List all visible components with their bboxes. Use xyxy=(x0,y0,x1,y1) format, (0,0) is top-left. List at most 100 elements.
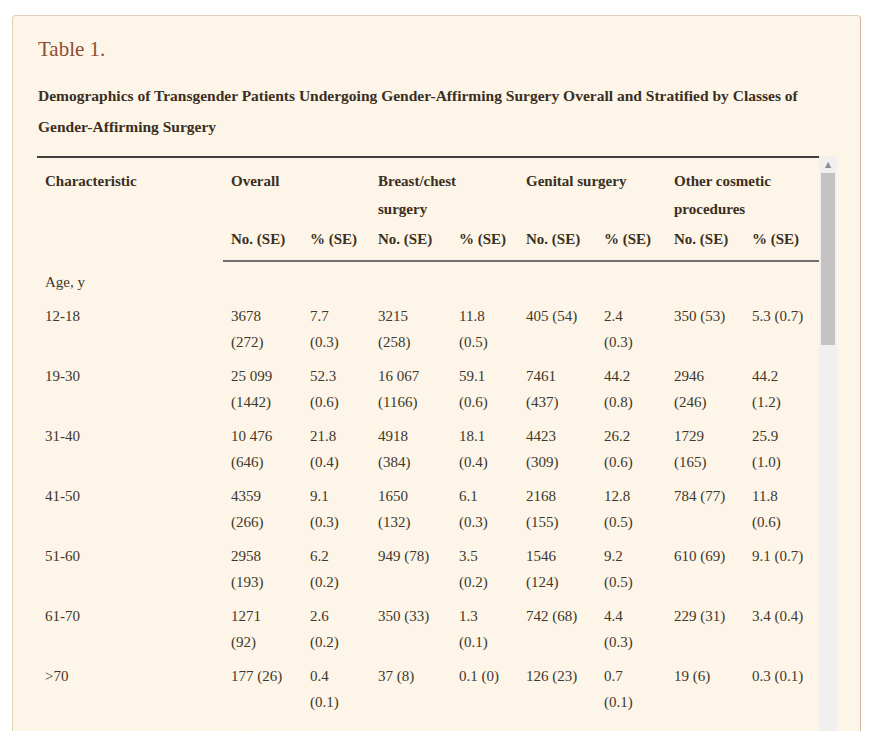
data-cell: 4.4 (0.3) xyxy=(596,599,666,659)
data-cell: 3.4 (0.4) xyxy=(744,599,819,659)
data-cell: 177 (26) xyxy=(223,659,302,719)
data-cell: 229 (31) xyxy=(666,599,744,659)
data-cell: 3215 (258) xyxy=(370,299,451,359)
data-cell: 5.3 (0.7) xyxy=(744,299,819,359)
table-number-heading: Table 1. xyxy=(38,36,838,62)
data-cell: 1729 (165) xyxy=(666,419,744,479)
data-cell: 3.5 (0.2) xyxy=(451,539,518,599)
table-row: 61-701271 (92)2.6 (0.2)350 (33)1.3 (0.1)… xyxy=(37,599,819,659)
row-label: >70 xyxy=(37,659,223,719)
data-cell: 26.2 (0.6) xyxy=(596,419,666,479)
section-row: Age, y xyxy=(37,261,819,299)
group-header-other-cosmetic: Other cosmetic procedures xyxy=(666,157,819,223)
data-cell: 0.3 (0.1) xyxy=(744,659,819,719)
scrollbar-thumb[interactable] xyxy=(821,173,835,345)
data-cell: 44.2 (1.2) xyxy=(744,359,819,419)
data-cell: 3 (2) xyxy=(223,719,302,731)
table-body: Age, y12-183678 (272)7.7 (0.3)3215 (258)… xyxy=(37,261,819,731)
subheader-pct-se: % (SE) xyxy=(451,223,518,261)
data-cell: 52.3 (0.6) xyxy=(302,359,370,419)
row-label: 61-70 xyxy=(37,599,223,659)
data-cell: 350 (53) xyxy=(666,299,744,359)
data-cell: 6.1 (0.3) xyxy=(451,479,518,539)
data-cell: 0 xyxy=(451,719,518,731)
up-arrow-icon: ▲ xyxy=(825,160,831,169)
table-header: Characteristic Overall Breast/chest surg… xyxy=(37,157,819,261)
demographics-table: Characteristic Overall Breast/chest surg… xyxy=(37,156,819,731)
data-cell: 0 xyxy=(302,719,370,731)
subheader-no-se: No. (SE) xyxy=(370,223,451,261)
data-cell: 1650 (132) xyxy=(370,479,451,539)
data-cell: 0 xyxy=(596,719,666,731)
scroll-up-button[interactable]: ▲ xyxy=(819,156,837,172)
data-cell: 949 (78) xyxy=(370,539,451,599)
data-cell: 0.1 (0) xyxy=(451,659,518,719)
data-cell: 7.7 (0.3) xyxy=(302,299,370,359)
data-cell: 4918 (384) xyxy=(370,419,451,479)
section-label: Age, y xyxy=(37,261,819,299)
table-row: 12-183678 (272)7.7 (0.3)3215 (258)11.8 (… xyxy=(37,299,819,359)
row-label: 12-18 xyxy=(37,299,223,359)
data-cell: 10 476 (646) xyxy=(223,419,302,479)
data-cell: 405 (54) xyxy=(518,299,596,359)
data-cell: 2.4 (0.3) xyxy=(596,299,666,359)
row-label: Unknown xyxy=(37,719,223,731)
data-cell: 610 (69) xyxy=(666,539,744,599)
data-cell: 784 (77) xyxy=(666,479,744,539)
data-cell: 0.7 (0.1) xyxy=(596,659,666,719)
table-row: Unknown3 (2)0001 (1)02 (2)0 xyxy=(37,719,819,731)
data-cell: 25 099 (1442) xyxy=(223,359,302,419)
data-cell: 2946 (246) xyxy=(666,359,744,419)
data-cell: 21.8 (0.4) xyxy=(302,419,370,479)
row-label: 41-50 xyxy=(37,479,223,539)
data-cell: 19 (6) xyxy=(666,659,744,719)
row-label: 31-40 xyxy=(37,419,223,479)
data-cell: 9.2 (0.5) xyxy=(596,539,666,599)
table-row: 41-504359 (266)9.1 (0.3)1650 (132)6.1 (0… xyxy=(37,479,819,539)
data-cell: 350 (33) xyxy=(370,599,451,659)
data-cell: 11.8 (0.6) xyxy=(744,479,819,539)
subheader-pct-se: % (SE) xyxy=(302,223,370,261)
data-cell: 1.3 (0.1) xyxy=(451,599,518,659)
data-cell: 9.1 (0.7) xyxy=(744,539,819,599)
data-cell: 16 067 (1166) xyxy=(370,359,451,419)
data-cell: 2.6 (0.2) xyxy=(302,599,370,659)
data-cell: 59.1 (0.6) xyxy=(451,359,518,419)
vertical-scrollbar[interactable]: ▲ xyxy=(819,156,837,731)
data-cell: 18.1 (0.4) xyxy=(451,419,518,479)
table-row: 31-4010 476 (646)21.8 (0.4)4918 (384)18.… xyxy=(37,419,819,479)
group-header-row: Characteristic Overall Breast/chest surg… xyxy=(37,157,819,223)
subheader-pct-se: % (SE) xyxy=(744,223,819,261)
data-cell: 4359 (266) xyxy=(223,479,302,539)
table-panel: Table 1. Demographics of Transgender Pat… xyxy=(12,15,861,731)
data-cell: 4423 (309) xyxy=(518,419,596,479)
data-cell: 1271 (92) xyxy=(223,599,302,659)
characteristic-header: Characteristic xyxy=(37,157,223,261)
data-cell: 11.8 (0.5) xyxy=(451,299,518,359)
data-cell: 1546 (124) xyxy=(518,539,596,599)
data-cell: 2958 (193) xyxy=(223,539,302,599)
subheader-pct-se: % (SE) xyxy=(596,223,666,261)
data-cell: 2 (2) xyxy=(666,719,744,731)
group-header-overall: Overall xyxy=(223,157,370,223)
data-cell: 1 (1) xyxy=(518,719,596,731)
table-row: 19-3025 099 (1442)52.3 (0.6)16 067 (1166… xyxy=(37,359,819,419)
table-row: 51-602958 (193)6.2 (0.2)949 (78)3.5 (0.2… xyxy=(37,539,819,599)
data-cell: 44.2 (0.8) xyxy=(596,359,666,419)
data-cell: 0.4 (0.1) xyxy=(302,659,370,719)
table-region: Characteristic Overall Breast/chest surg… xyxy=(37,156,838,731)
data-cell: 9.1 (0.3) xyxy=(302,479,370,539)
data-cell: 6.2 (0.2) xyxy=(302,539,370,599)
group-header-genital: Genital surgery xyxy=(518,157,666,223)
data-cell: 12.8 (0.5) xyxy=(596,479,666,539)
table-caption: Demographics of Transgender Patients Und… xyxy=(38,80,838,142)
table-row: >70177 (26)0.4 (0.1)37 (8)0.1 (0)126 (23… xyxy=(37,659,819,719)
data-cell: 742 (68) xyxy=(518,599,596,659)
group-header-breast-chest: Breast/chest surgery xyxy=(370,157,518,223)
row-label: 19-30 xyxy=(37,359,223,419)
data-cell: 3678 (272) xyxy=(223,299,302,359)
subheader-no-se: No. (SE) xyxy=(666,223,744,261)
data-cell: 0 xyxy=(370,719,451,731)
data-cell: 0 xyxy=(744,719,819,731)
data-cell: 126 (23) xyxy=(518,659,596,719)
